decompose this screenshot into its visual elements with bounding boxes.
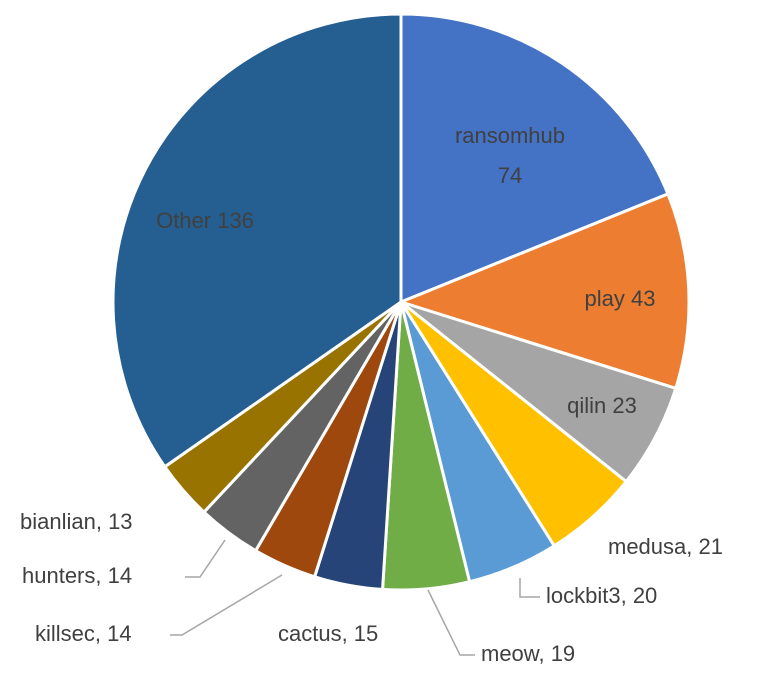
data-label: killsec, 14 xyxy=(35,621,132,646)
data-label: ransomhub xyxy=(455,123,565,148)
data-label: bianlian, 13 xyxy=(20,509,133,534)
data-label: cactus, 15 xyxy=(278,621,378,646)
pie-slice xyxy=(399,12,670,305)
leader-line xyxy=(427,589,475,656)
leader-line xyxy=(519,578,540,598)
leader-line xyxy=(185,539,226,578)
leader-line xyxy=(170,574,283,636)
data-label: lockbit3, 20 xyxy=(546,583,657,608)
data-label: qilin 23 xyxy=(567,393,637,418)
data-label: Other 136 xyxy=(156,208,254,233)
data-label: hunters, 14 xyxy=(22,563,132,588)
data-label: meow, 19 xyxy=(481,641,575,666)
data-label: play 43 xyxy=(585,286,656,311)
data-label: medusa, 21 xyxy=(608,534,723,559)
pie-slice xyxy=(111,12,403,469)
data-label: 74 xyxy=(498,163,522,188)
pie-slice xyxy=(396,191,691,391)
